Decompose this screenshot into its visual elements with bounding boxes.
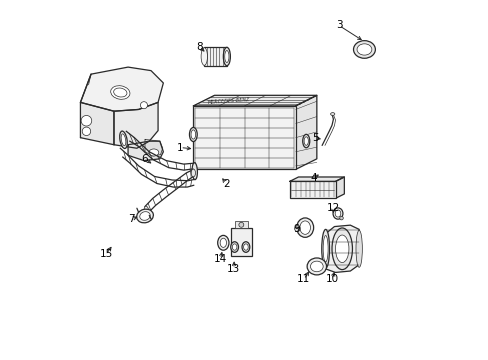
Ellipse shape — [113, 88, 127, 97]
Ellipse shape — [355, 230, 362, 267]
Polygon shape — [145, 139, 163, 156]
Ellipse shape — [323, 235, 327, 262]
Text: 13: 13 — [227, 264, 240, 274]
Text: 15: 15 — [100, 249, 113, 259]
Ellipse shape — [148, 149, 159, 156]
Ellipse shape — [189, 127, 197, 141]
Ellipse shape — [306, 258, 326, 275]
Circle shape — [140, 102, 147, 109]
Ellipse shape — [144, 206, 148, 214]
Ellipse shape — [223, 48, 230, 66]
Ellipse shape — [353, 41, 375, 58]
Ellipse shape — [191, 130, 195, 139]
Ellipse shape — [136, 209, 153, 223]
Text: MERCEDES-BENZ: MERCEDES-BENZ — [207, 96, 250, 105]
Polygon shape — [128, 141, 163, 161]
Bar — [231, 228, 251, 256]
Text: 5: 5 — [311, 133, 318, 143]
Text: 9: 9 — [293, 224, 300, 234]
Ellipse shape — [201, 48, 207, 66]
Polygon shape — [295, 95, 316, 170]
Polygon shape — [325, 225, 358, 273]
Ellipse shape — [120, 131, 127, 148]
Polygon shape — [193, 95, 316, 106]
Polygon shape — [114, 102, 158, 148]
Ellipse shape — [334, 210, 340, 217]
Ellipse shape — [121, 134, 125, 146]
Ellipse shape — [335, 235, 348, 262]
Text: 3: 3 — [335, 21, 342, 31]
Text: 2: 2 — [223, 179, 229, 189]
Ellipse shape — [310, 261, 323, 272]
Ellipse shape — [356, 44, 371, 55]
Ellipse shape — [331, 228, 352, 270]
Bar — [289, 181, 335, 198]
Ellipse shape — [220, 238, 226, 247]
Text: 14: 14 — [213, 255, 226, 264]
Circle shape — [82, 127, 90, 136]
Circle shape — [238, 222, 244, 227]
Ellipse shape — [296, 218, 313, 237]
Ellipse shape — [140, 212, 150, 220]
Bar — [204, 47, 226, 66]
Ellipse shape — [230, 242, 238, 252]
Text: 7: 7 — [128, 214, 135, 224]
Ellipse shape — [332, 208, 342, 219]
Text: 12: 12 — [326, 203, 339, 213]
Text: 1: 1 — [177, 143, 183, 153]
Polygon shape — [289, 177, 344, 181]
Ellipse shape — [243, 244, 248, 250]
Text: 11: 11 — [297, 274, 310, 284]
Ellipse shape — [191, 169, 195, 177]
Ellipse shape — [192, 163, 197, 180]
Ellipse shape — [304, 137, 308, 145]
Bar — [234, 221, 247, 228]
Ellipse shape — [217, 235, 228, 250]
Circle shape — [339, 216, 343, 220]
Ellipse shape — [330, 113, 334, 116]
Text: 4: 4 — [309, 173, 316, 183]
Ellipse shape — [232, 244, 236, 250]
Bar — [193, 106, 295, 170]
Polygon shape — [335, 177, 344, 198]
Ellipse shape — [224, 50, 228, 63]
Text: 10: 10 — [325, 274, 338, 284]
Circle shape — [294, 226, 300, 231]
Ellipse shape — [299, 221, 310, 234]
Circle shape — [81, 116, 92, 126]
Polygon shape — [81, 102, 114, 145]
Ellipse shape — [302, 134, 309, 148]
Text: 8: 8 — [196, 42, 202, 51]
Ellipse shape — [242, 242, 249, 252]
Ellipse shape — [110, 86, 130, 99]
Ellipse shape — [321, 229, 329, 268]
Polygon shape — [81, 67, 163, 111]
Text: 6: 6 — [142, 154, 148, 164]
